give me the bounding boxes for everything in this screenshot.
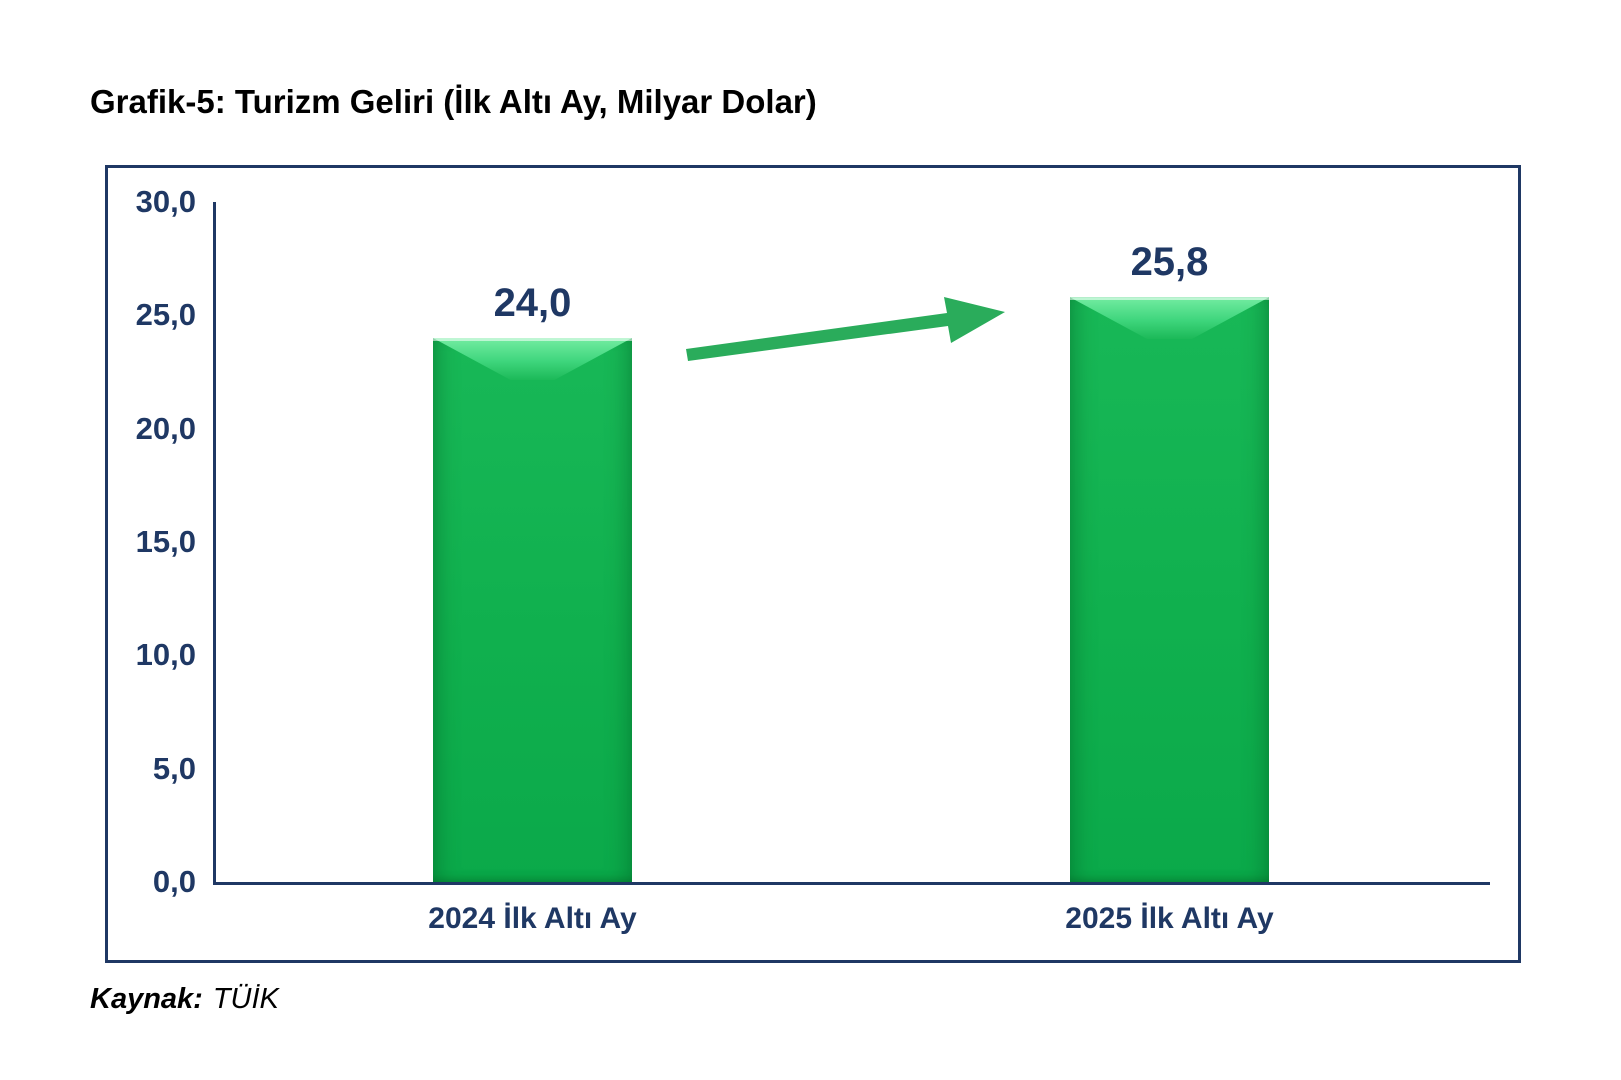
bar-value-label: 25,8 [1130,240,1209,285]
y-tick-label: 20,0 [135,410,196,446]
bar-2024 İlk Altı Ay [433,338,632,882]
y-tick-label: 10,0 [135,637,196,673]
y-tick-label: 15,0 [135,524,196,559]
x-axis-line [213,882,1490,885]
x-category-label: 2024 İlk Altı Ay [428,902,637,935]
bar-2025 İlk Altı Ay [1070,297,1269,882]
y-tick-label: 0,0 [152,864,196,899]
chart-plot-area: 30,0 25,0 20,0 15,0 10,0 5,0 0,0 24,0 2024 İlk … [105,165,1521,963]
bar-value-label: 24,0 [493,281,572,325]
chart-title: Grafik-5: Turizm Geliri (İlk Altı Ay, Mi… [90,83,817,120]
y-tick-label: 25,0 [135,297,196,333]
y-axis-line [213,202,216,885]
y-tick-label: 30,0 [135,184,196,219]
source-note: Kaynak: TÜİK [90,983,279,1016]
source-value: TÜİK [212,983,279,1015]
source-label: Kaynak: [90,983,203,1015]
x-category-label: 2025 İlk Altı Ay [1065,902,1274,935]
increase-arrow-icon [686,297,1005,361]
y-tick-label: 5,0 [152,750,196,786]
